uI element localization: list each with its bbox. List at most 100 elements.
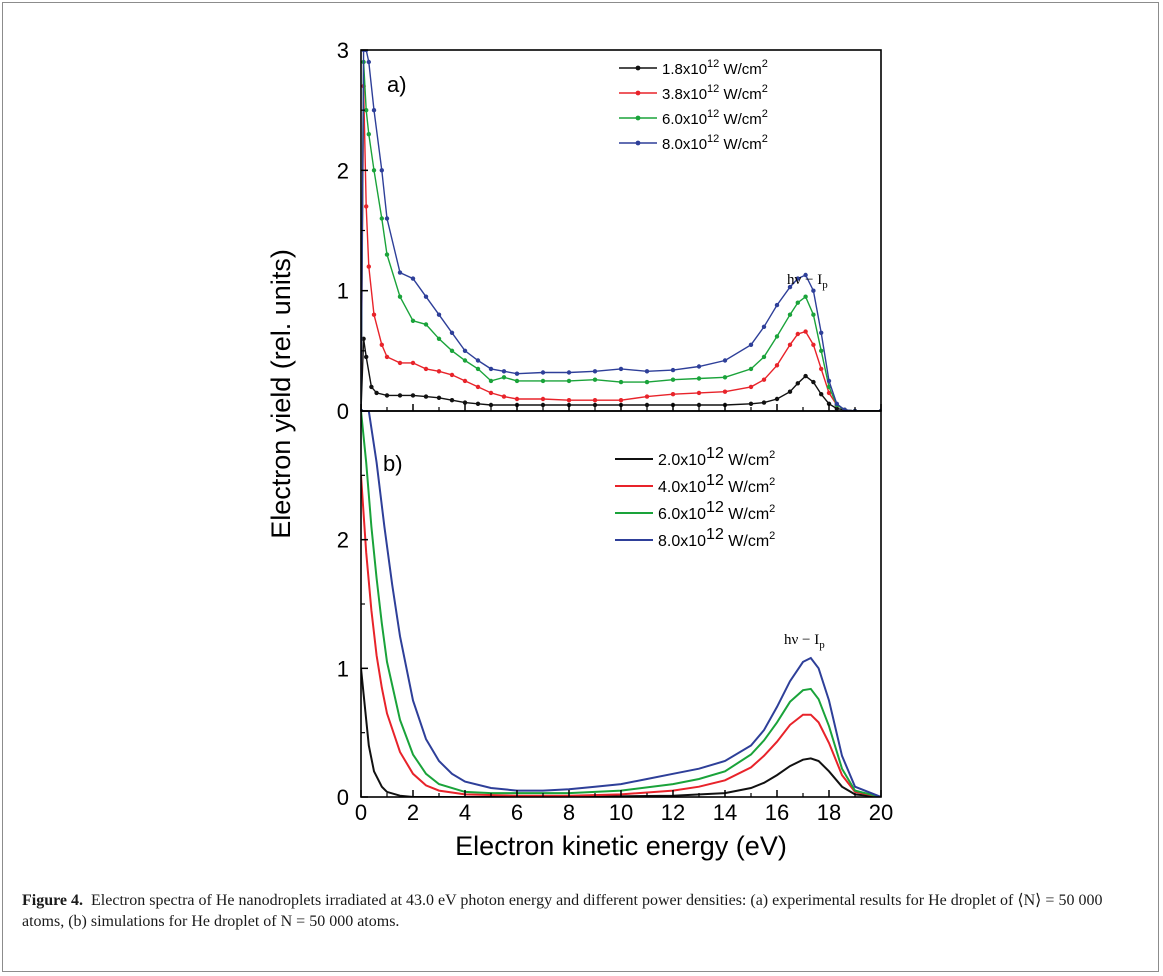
- panel-a-series-4-point: [371, 108, 377, 113]
- panel-b-label: b): [383, 451, 403, 476]
- panel-a-series-4-point: [410, 276, 416, 281]
- panel-a-series-2-point: [819, 366, 824, 372]
- caption-label: Figure 4.: [22, 892, 84, 909]
- x-tick-label: 14: [713, 800, 737, 825]
- panel-a-series-2-point: [514, 396, 520, 402]
- x-tick-label: 8: [563, 800, 575, 825]
- panel-a-series-1-point: [462, 400, 468, 405]
- panel-b-legend-label: 2.0x1012 W/cm2: [658, 445, 775, 469]
- panel-a-series-line-3: [361, 61, 881, 411]
- panel-b-y-tick-label: 1: [337, 656, 349, 681]
- panel-a-series-2-point: [397, 360, 403, 366]
- panel-a-series-3-point: [410, 318, 416, 323]
- panel-a-series-4-point: [748, 342, 754, 347]
- panel-a-series-4-point: [379, 168, 384, 173]
- panel-b-legend-label: 8.0x1012 W/cm2: [658, 526, 775, 550]
- panel-a-series-2-point: [366, 264, 371, 269]
- panel-a-series-1-point: [436, 395, 442, 400]
- panel-a-series-3-point: [795, 300, 800, 305]
- panel-a-series-3-point: [462, 358, 468, 363]
- panel-a-series-1-point: [364, 354, 369, 360]
- panel-a-series-4-point: [803, 272, 808, 278]
- panel-a-series-1-point: [374, 390, 379, 396]
- panel-a-series-2-point: [748, 384, 754, 390]
- panel-a-series-3-point: [592, 377, 598, 382]
- panel-b-series-line-1: [361, 668, 881, 797]
- panel-a-series-4-point: [423, 294, 429, 299]
- panel-a-series-4-point: [696, 364, 702, 369]
- panel-a-legend-marker: [635, 140, 641, 146]
- panel-a-series-3-point: [488, 378, 494, 384]
- panel-a-series-4-point: [397, 270, 403, 275]
- panel-a-series-3-point: [449, 348, 455, 353]
- panel-a-series-3-point: [811, 312, 816, 317]
- panel-a-series-1-point: [696, 402, 702, 408]
- x-tick-label: 0: [355, 800, 367, 825]
- panel-a-series-1-point: [826, 401, 832, 406]
- panel-a-series-2-point: [811, 342, 816, 347]
- panel-a-series-1-point: [644, 402, 650, 408]
- panel-a-series-1-point: [540, 402, 546, 408]
- panel-a-series-3-point: [644, 379, 650, 385]
- panel-b-legend-label: 6.0x1012 W/cm2: [658, 499, 775, 523]
- panel-a-series-2-point: [795, 331, 800, 337]
- panel-a-series-1-point: [361, 336, 366, 341]
- panel-a-series-1-point: [761, 400, 767, 405]
- panel-a-series-1-point: [397, 393, 403, 398]
- x-tick-label: 18: [817, 800, 841, 825]
- panel-a-series-4-point: [722, 358, 728, 363]
- panel-a-legend-label: 1.8x1012 W/cm2: [662, 58, 768, 78]
- panel-b-series-line-4: [361, 411, 881, 797]
- panel-a-legend-label: 6.0x1012 W/cm2: [662, 108, 768, 128]
- panel-a-series-2-point: [670, 392, 676, 397]
- panel-a-legend-label: 8.0x1012 W/cm2: [662, 133, 768, 153]
- panel-b-y-tick-label: 2: [337, 528, 349, 553]
- panel-a-series-4-point: [842, 407, 847, 411]
- panel-a-y-tick-label: 3: [337, 38, 349, 63]
- panel-a-legend-marker: [635, 65, 641, 71]
- panel-a-series-4-point: [366, 59, 371, 65]
- panel-a-series-3-point: [618, 379, 624, 385]
- panel-a-legend-marker: [635, 90, 641, 96]
- panel-a-series-3-point: [371, 168, 377, 173]
- panel-a-series-1-point: [748, 401, 754, 406]
- panel-a-peak-annotation: hν − Ip: [787, 272, 828, 291]
- panel-a-series-1-point: [819, 392, 824, 397]
- panel-a-series-3-point: [748, 366, 754, 372]
- panel-a-y-tick-label: 0: [337, 399, 349, 424]
- panel-a-series-4-point: [501, 369, 507, 374]
- panel-b-y-tick-label: 0: [337, 785, 349, 810]
- panel-a-series-2-point: [449, 372, 455, 378]
- panel-a-series-1-point: [592, 402, 598, 408]
- panel-b-series-group: [361, 411, 881, 797]
- panel-a-series-2-point: [371, 312, 377, 317]
- panel-a-series-2-point: [826, 390, 832, 396]
- panel-a-series-2-point: [364, 204, 369, 209]
- panel-a-series-2-point: [501, 394, 507, 399]
- panel-a-series-3-point: [774, 334, 780, 339]
- panel-a-series-3-point: [514, 378, 520, 384]
- panel-a-legend-marker: [635, 115, 641, 121]
- caption-text: Electron spectra of He nanodroplets irra…: [22, 892, 1103, 930]
- figure-caption: Figure 4. Electron spectra of He nanodrop…: [22, 890, 1142, 932]
- panel-a-series-line-2: [361, 86, 881, 411]
- panel-a-series-3-point: [696, 376, 702, 381]
- panel-a-series-4-point: [566, 370, 572, 375]
- panel-a-series-3-point: [803, 294, 808, 299]
- panel-b-legend-label: 4.0x1012 W/cm2: [658, 472, 775, 496]
- panel-a-series-4-point: [761, 324, 767, 329]
- panel-a-series-3-point: [475, 366, 481, 372]
- panel-a-series-1-point: [369, 384, 374, 390]
- panel-a-series-2-point: [722, 389, 728, 394]
- panel-b-series-line-2: [361, 475, 881, 797]
- panel-a-series-1-point: [423, 394, 429, 399]
- panel-a-series-4-point: [644, 369, 650, 374]
- panel-a-series-3-point: [436, 336, 442, 341]
- panel-a-series-2-point: [379, 342, 384, 347]
- panel-a-series-2-point: [475, 384, 481, 390]
- panel-a-series-2-point: [384, 354, 390, 360]
- panel-a-series-4-point: [592, 369, 598, 374]
